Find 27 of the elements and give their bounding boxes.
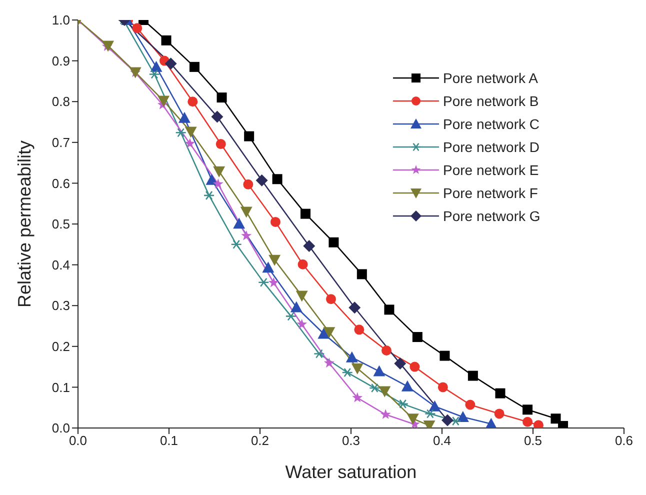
x-tick-label: 0.4	[432, 433, 452, 448]
y-tick-label: 0.0	[52, 420, 70, 436]
y-tick-label: 0.9	[52, 53, 70, 68]
y-tick-label: 0.8	[52, 94, 70, 110]
legend-label: Pore network E	[443, 162, 539, 178]
x-tick-label: 0.3	[342, 433, 360, 448]
y-axis-title: Relative permeability	[14, 140, 34, 308]
y-tick-label: 0.4	[52, 257, 70, 272]
legend-label: Pore network F	[443, 184, 538, 200]
legend-label: Pore network D	[443, 138, 540, 154]
legend-label: Pore network B	[443, 92, 539, 108]
legend-label: Pore network G	[443, 208, 540, 224]
y-tick-label: 0.6	[52, 176, 70, 191]
y-tick-label: 0.1	[52, 380, 70, 395]
legend-label: Pore network A	[443, 70, 538, 86]
x-axis-title: Water saturation	[285, 462, 417, 482]
legend-label: Pore network C	[443, 116, 540, 132]
x-tick-label: 0.1	[160, 433, 178, 448]
x-tick-label: 0.5	[524, 433, 542, 448]
y-tick-label: 0.2	[52, 339, 70, 354]
x-tick-label: 0.0	[68, 433, 88, 448]
x-tick-label: 0.2	[250, 433, 270, 448]
x-tick-label: 0.6	[614, 433, 634, 448]
y-tick-label: 0.5	[52, 216, 70, 232]
y-tick-label: 0.3	[52, 298, 70, 314]
y-tick-label: 1.0	[52, 12, 70, 28]
y-tick-label: 0.7	[52, 135, 70, 150]
